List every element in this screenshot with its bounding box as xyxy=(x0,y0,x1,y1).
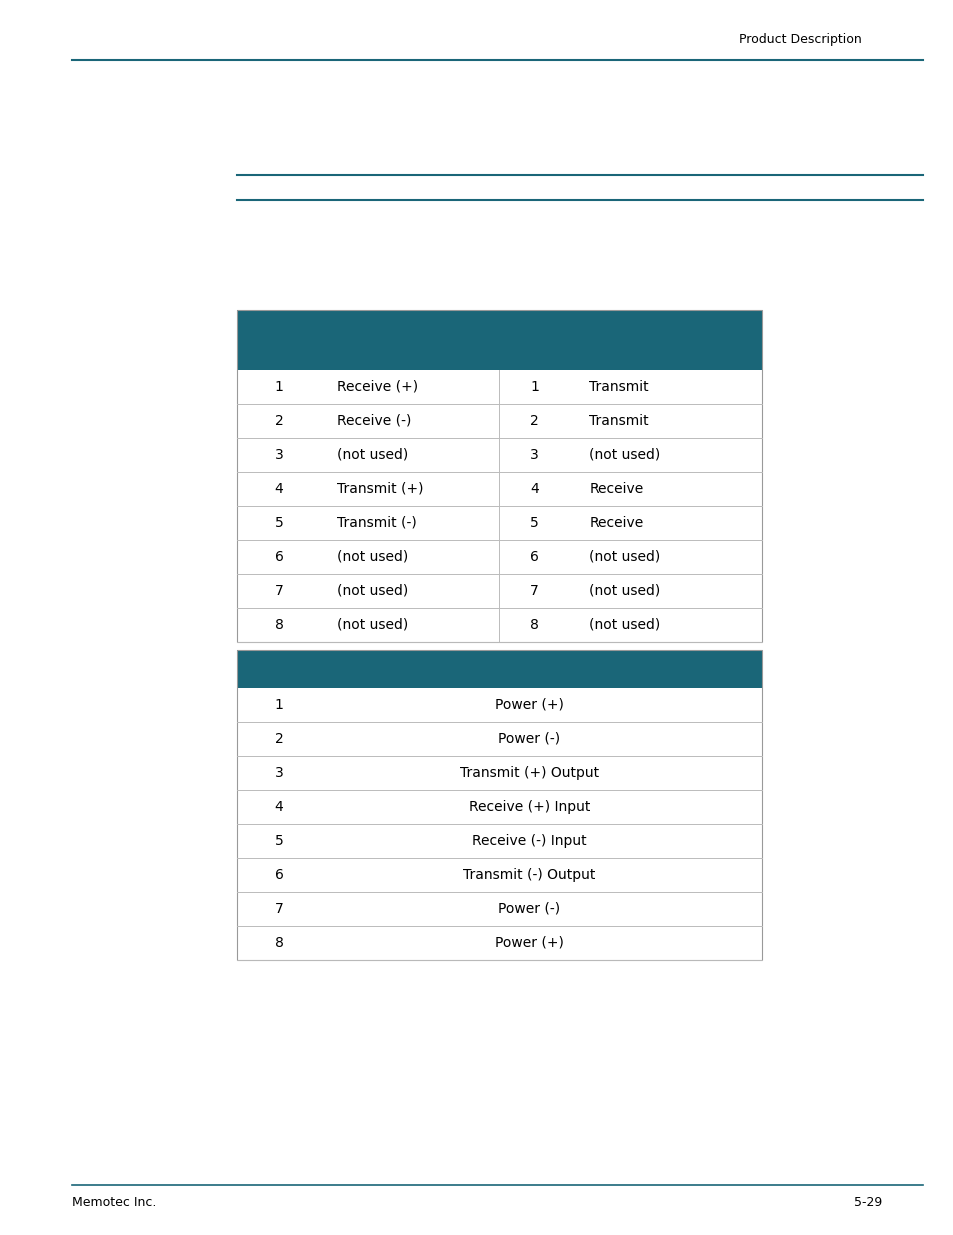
Text: 4: 4 xyxy=(530,482,538,496)
Bar xyxy=(236,438,761,472)
Bar xyxy=(236,756,761,790)
Text: 5: 5 xyxy=(530,516,538,530)
Bar xyxy=(236,310,761,370)
Bar xyxy=(236,650,761,960)
Bar xyxy=(236,540,761,574)
Bar xyxy=(236,506,761,540)
Text: 2: 2 xyxy=(274,732,283,746)
Text: 6: 6 xyxy=(530,550,538,564)
Text: 8: 8 xyxy=(274,618,283,632)
Text: Transmit (-): Transmit (-) xyxy=(336,516,416,530)
Text: 1: 1 xyxy=(530,380,538,394)
Text: Receive: Receive xyxy=(589,482,643,496)
Bar xyxy=(236,688,761,722)
Text: Power (-): Power (-) xyxy=(497,902,560,916)
Bar xyxy=(236,722,761,756)
Text: 4: 4 xyxy=(274,800,283,814)
Text: 6: 6 xyxy=(274,868,283,882)
Bar xyxy=(236,472,761,506)
Bar xyxy=(236,790,761,824)
Text: Transmit: Transmit xyxy=(589,414,648,429)
Text: (not used): (not used) xyxy=(336,550,408,564)
Text: (not used): (not used) xyxy=(589,448,660,462)
Bar xyxy=(236,370,761,404)
Bar xyxy=(236,574,761,608)
Bar xyxy=(236,926,761,960)
Text: (not used): (not used) xyxy=(589,550,660,564)
Text: Memotec Inc.: Memotec Inc. xyxy=(71,1197,156,1209)
Text: Product Description: Product Description xyxy=(738,33,861,47)
Bar xyxy=(236,650,761,688)
Bar xyxy=(236,824,761,858)
Text: 3: 3 xyxy=(274,448,283,462)
Bar xyxy=(236,892,761,926)
Text: 3: 3 xyxy=(274,766,283,781)
Text: Transmit (-) Output: Transmit (-) Output xyxy=(463,868,595,882)
Text: 4: 4 xyxy=(274,482,283,496)
Text: 5-29: 5-29 xyxy=(853,1197,882,1209)
Bar xyxy=(236,404,761,438)
Text: Receive: Receive xyxy=(589,516,643,530)
Text: 2: 2 xyxy=(530,414,538,429)
Text: Receive (-): Receive (-) xyxy=(336,414,411,429)
Text: Transmit (+): Transmit (+) xyxy=(336,482,423,496)
Text: 8: 8 xyxy=(274,936,283,950)
Text: (not used): (not used) xyxy=(589,618,660,632)
Text: (not used): (not used) xyxy=(336,618,408,632)
Bar xyxy=(236,858,761,892)
Text: Power (+): Power (+) xyxy=(495,698,563,713)
Text: (not used): (not used) xyxy=(336,584,408,598)
Text: Receive (+) Input: Receive (+) Input xyxy=(468,800,590,814)
Text: Power (+): Power (+) xyxy=(495,936,563,950)
Bar xyxy=(236,608,761,642)
Text: Power (-): Power (-) xyxy=(497,732,560,746)
Text: Receive (+): Receive (+) xyxy=(336,380,417,394)
Text: 7: 7 xyxy=(530,584,538,598)
Text: Receive (-) Input: Receive (-) Input xyxy=(472,834,586,848)
Text: 6: 6 xyxy=(274,550,283,564)
Text: 8: 8 xyxy=(530,618,538,632)
Text: 2: 2 xyxy=(274,414,283,429)
Text: Transmit: Transmit xyxy=(589,380,648,394)
Text: (not used): (not used) xyxy=(336,448,408,462)
Text: (not used): (not used) xyxy=(589,584,660,598)
Text: 1: 1 xyxy=(274,380,283,394)
Text: 3: 3 xyxy=(530,448,538,462)
Text: 7: 7 xyxy=(274,902,283,916)
Text: 1: 1 xyxy=(274,698,283,713)
Text: 5: 5 xyxy=(274,834,283,848)
Text: 7: 7 xyxy=(274,584,283,598)
Text: 5: 5 xyxy=(274,516,283,530)
Text: Transmit (+) Output: Transmit (+) Output xyxy=(459,766,598,781)
Bar xyxy=(236,310,761,642)
